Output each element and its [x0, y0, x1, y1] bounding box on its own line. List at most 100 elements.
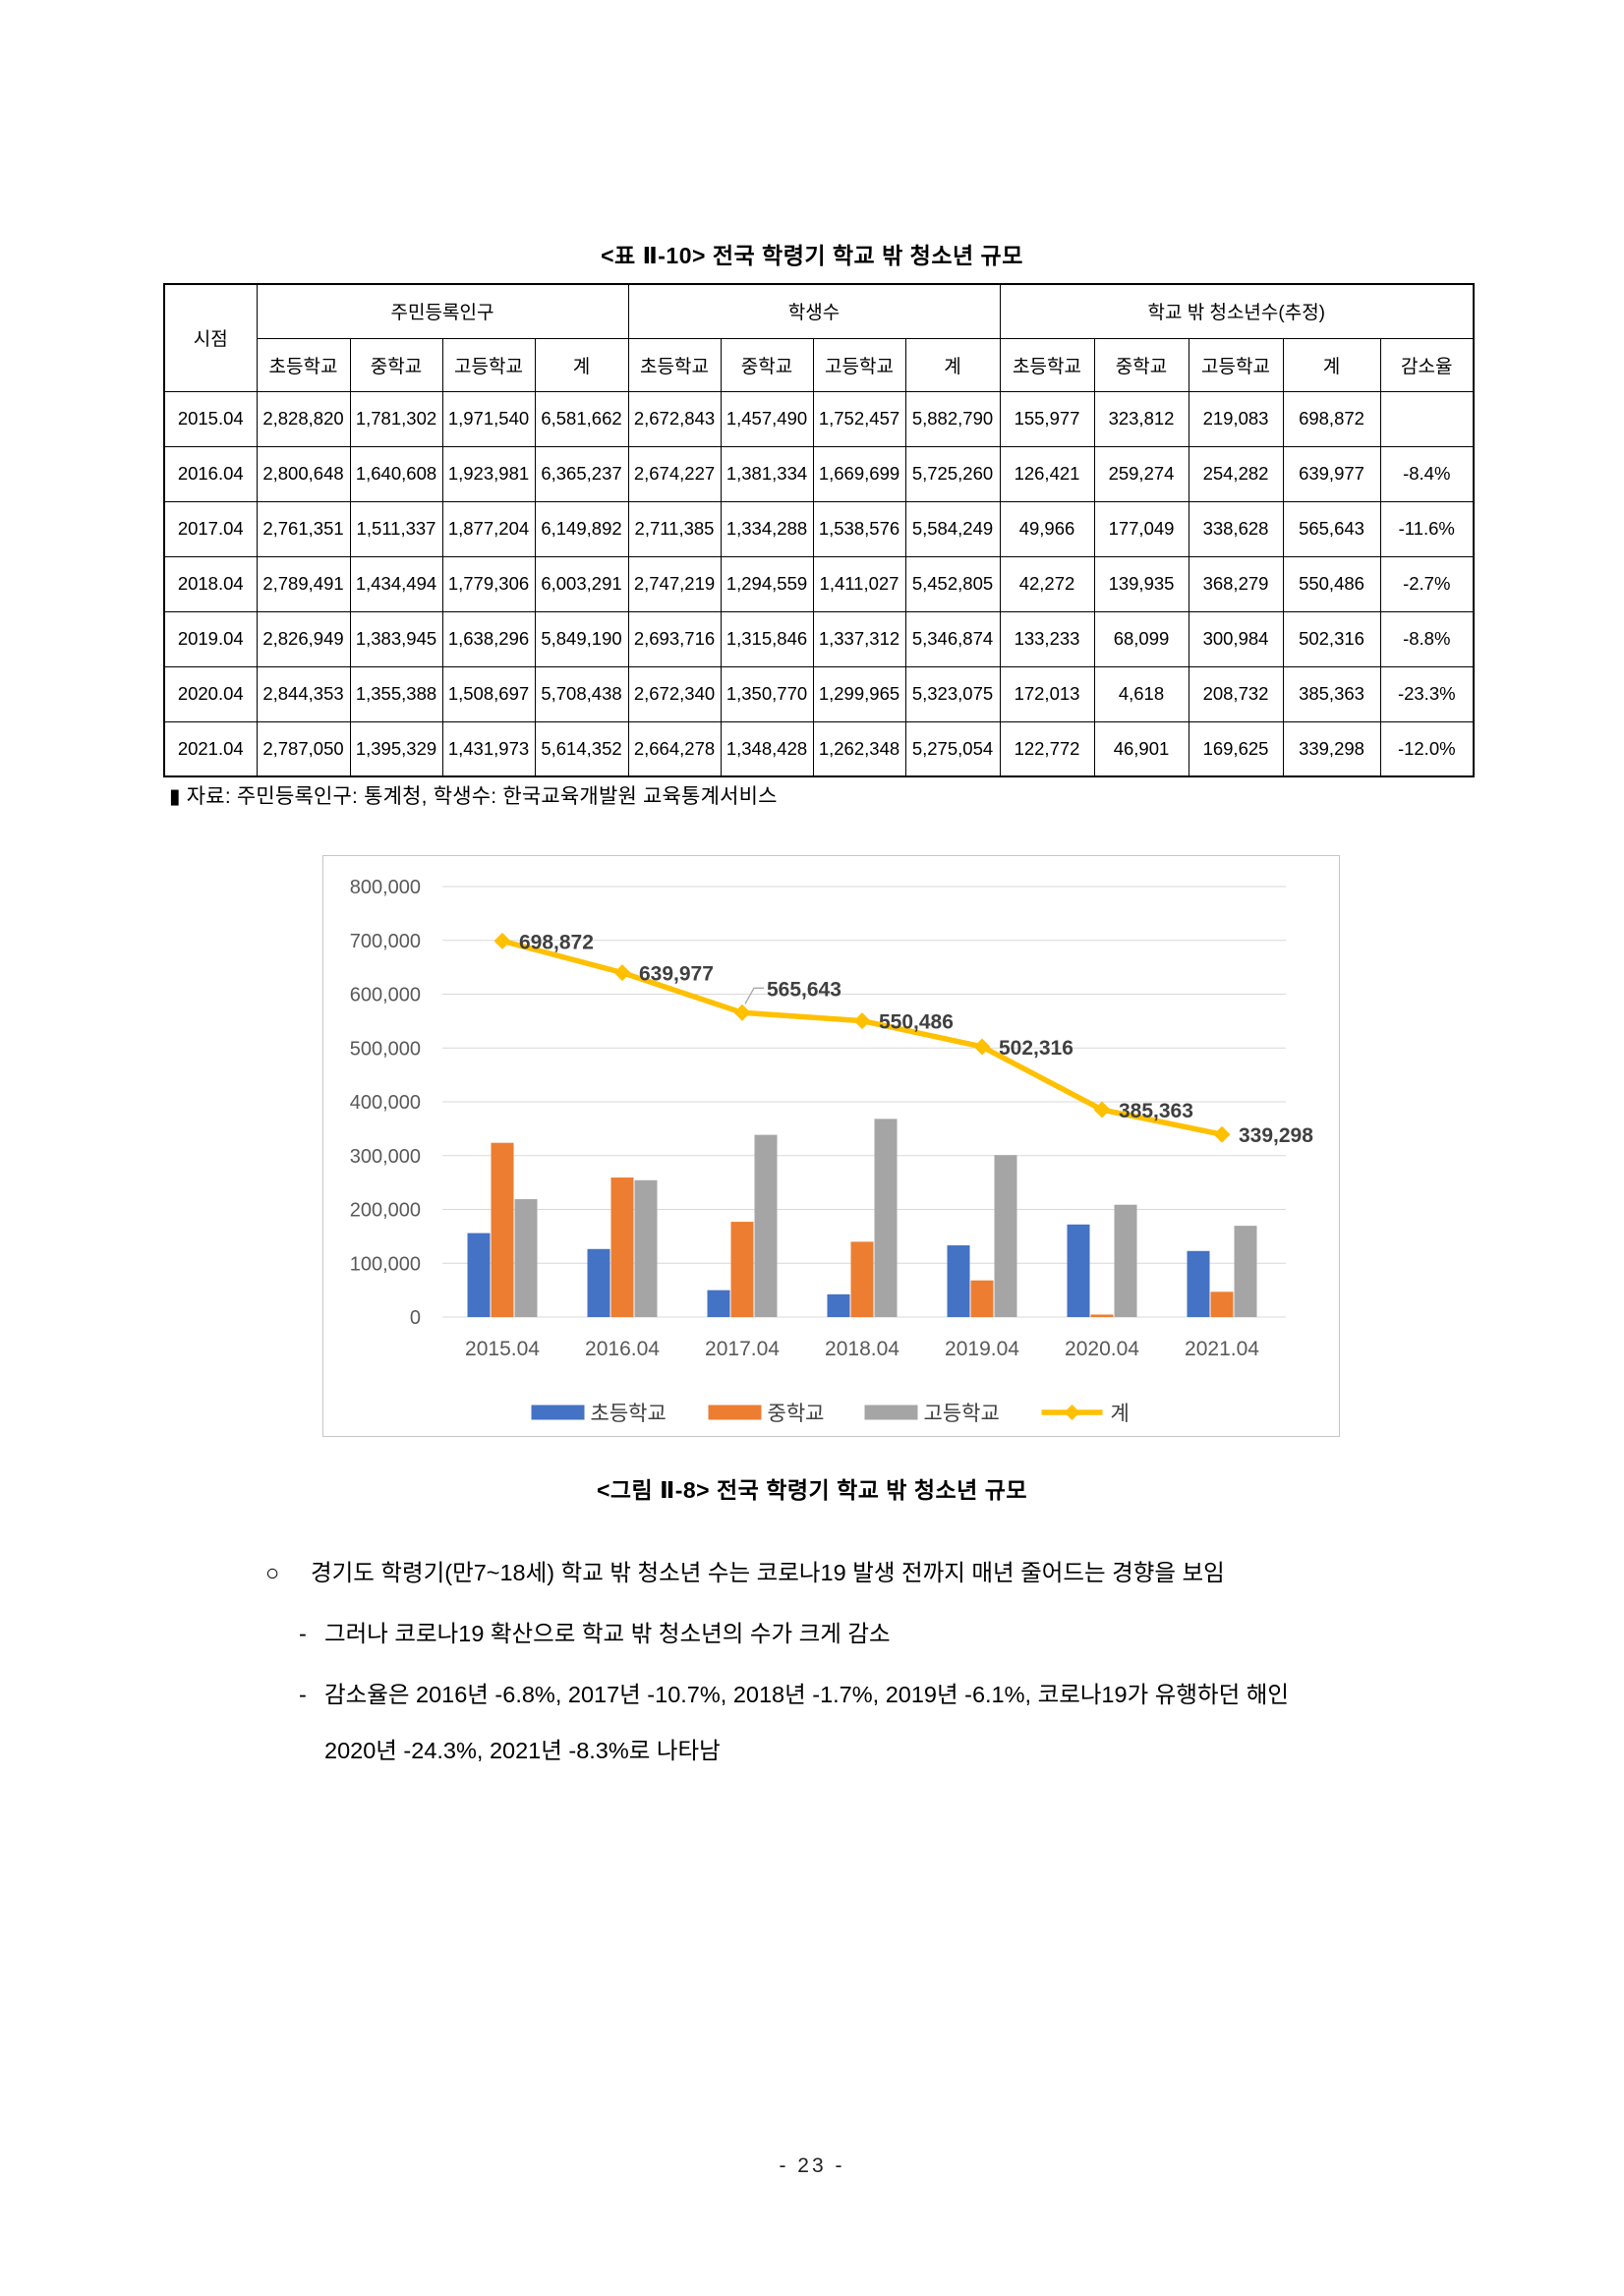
data-cell: 219,083 — [1188, 390, 1284, 447]
data-cell: 133,233 — [999, 610, 1095, 667]
bar — [467, 1233, 491, 1317]
data-cell: 5,708,438 — [534, 665, 629, 722]
data-cell: 368,279 — [1188, 555, 1284, 612]
data-label: 339,298 — [1239, 1124, 1313, 1147]
group-header-cell: 주민등록인구 — [256, 283, 629, 339]
data-cell: 2,664,278 — [627, 720, 722, 777]
corner-header-cell: 시점 — [163, 283, 258, 392]
bullet-item: ○ 경기도 학령기(만7~18세) 학교 밖 청소년 수는 코로나19 발생 전… — [265, 1545, 1475, 1601]
table-row: 2016.04 2,800,648 1,640,608 1,923,981 6,365,… — [163, 445, 1475, 502]
data-cell: 698,872 — [1282, 390, 1381, 447]
data-cell: 1,781,302 — [349, 390, 443, 447]
data-cell: 1,411,027 — [812, 555, 906, 612]
data-cell: 2,761,351 — [256, 500, 351, 557]
bar — [707, 1290, 730, 1317]
data-cell: 2,787,050 — [256, 720, 351, 777]
data-cell: -11.6% — [1379, 500, 1475, 557]
sub-header-cell: 고등학교 — [1188, 337, 1284, 392]
bar — [827, 1293, 850, 1317]
data-cell: 1,779,306 — [441, 555, 536, 612]
data-cell: 2,800,648 — [256, 445, 351, 502]
combo-chart: 0 100,000 200,000 300,000 400,000 500,000 600,… — [322, 855, 1340, 1437]
data-cell: 155,977 — [999, 390, 1095, 447]
legend-label: 고등학교 — [924, 1403, 1000, 1425]
x-axis-label: 2021.04 — [1185, 1338, 1259, 1360]
data-cell: 502,316 — [1282, 610, 1381, 667]
data-cell: 1,923,981 — [441, 445, 536, 502]
y-axis-label: 200,000 — [350, 1200, 421, 1222]
legend-label: 초등학교 — [591, 1403, 667, 1425]
data-cell: 46,901 — [1093, 720, 1189, 777]
table-row: 2019.04 2,826,949 1,383,945 1,638,296 5,849,… — [163, 610, 1475, 667]
data-cell: 300,984 — [1188, 610, 1284, 667]
data-label: 565,643 — [767, 978, 841, 1001]
data-cell: 2,672,340 — [627, 665, 722, 722]
data-cell: 1,538,576 — [812, 500, 906, 557]
sub-header-cell: 중학교 — [720, 337, 814, 392]
data-cell: 2,844,353 — [256, 665, 351, 722]
data-label: 639,977 — [639, 963, 714, 986]
bar — [1090, 1314, 1114, 1317]
period-cell: 2019.04 — [163, 610, 258, 667]
data-cell: 1,383,945 — [349, 610, 443, 667]
data-cell: 5,614,352 — [534, 720, 629, 777]
data-cell: 1,334,288 — [720, 500, 814, 557]
dash-text: 그러나 코로나19 확산으로 학교 밖 청소년의 수가 크게 감소 — [324, 1621, 891, 1646]
data-cell: 2,826,949 — [256, 610, 351, 667]
data-cell: 1,877,204 — [441, 500, 536, 557]
bar — [947, 1245, 970, 1317]
table-row: 2021.04 2,787,050 1,395,329 1,431,973 5,614,… — [163, 720, 1475, 777]
line-marker — [853, 1012, 871, 1030]
legend-line-marker — [1064, 1405, 1080, 1420]
legend-swatch — [708, 1405, 762, 1420]
data-cell: -2.7% — [1379, 555, 1475, 612]
data-cell: -23.3% — [1379, 665, 1475, 722]
data-cell: 1,299,965 — [812, 665, 906, 722]
source-note: ▮ 자료: 주민등록인구: 통계청, 학생수: 한국교육개발원 교육통계서비스 — [169, 785, 778, 808]
sub-header-cell: 중학교 — [349, 337, 443, 392]
label-leader-line — [744, 987, 764, 1004]
sub-header-cell: 초등학교 — [627, 337, 722, 392]
data-label: 385,363 — [1119, 1100, 1193, 1122]
bar — [970, 1280, 994, 1317]
page-number: - 23 - — [779, 2154, 845, 2177]
y-axis-label: 800,000 — [350, 877, 421, 898]
bar — [491, 1142, 514, 1317]
bullet-text: 경기도 학령기(만7~18세) 학교 밖 청소년 수는 코로나19 발생 전까지… — [311, 1560, 1225, 1585]
bar — [874, 1119, 898, 1317]
bar — [1067, 1224, 1090, 1317]
data-cell: 1,395,329 — [349, 720, 443, 777]
y-axis-label: 300,000 — [350, 1146, 421, 1168]
data-cell: 122,772 — [999, 720, 1095, 777]
sub-header-cell: 감소율 — [1379, 337, 1475, 392]
data-label: 502,316 — [999, 1037, 1073, 1060]
y-axis-label: 400,000 — [350, 1092, 421, 1114]
data-cell: 1,508,697 — [441, 665, 536, 722]
line-marker — [733, 1004, 751, 1021]
data-cell: 1,971,540 — [441, 390, 536, 447]
bar — [730, 1222, 754, 1317]
period-cell: 2017.04 — [163, 500, 258, 557]
y-axis-label: 100,000 — [350, 1253, 421, 1275]
data-cell: 126,421 — [999, 445, 1095, 502]
data-cell: 5,346,874 — [904, 610, 1001, 667]
y-axis-label: 600,000 — [350, 985, 421, 1006]
data-cell: 5,584,249 — [904, 500, 1001, 557]
data-cell: 639,977 — [1282, 445, 1381, 502]
period-cell: 2015.04 — [163, 390, 258, 447]
data-cell: 550,486 — [1282, 555, 1381, 612]
x-axis-label: 2019.04 — [945, 1338, 1019, 1360]
legend-label: 중학교 — [768, 1403, 825, 1425]
data-cell: 1,640,608 — [349, 445, 443, 502]
data-cell: 1,752,457 — [812, 390, 906, 447]
data-cell: 1,431,973 — [441, 720, 536, 777]
data-cell: -12.0% — [1379, 720, 1475, 777]
data-cell: 5,275,054 — [904, 720, 1001, 777]
data-cell: 1,315,846 — [720, 610, 814, 667]
data-cell: 2,693,716 — [627, 610, 722, 667]
data-cell: 6,003,291 — [534, 555, 629, 612]
data-cell: 1,669,699 — [812, 445, 906, 502]
school-youth-table: 시점 주민등록인구 학생수 학교 밖 청소년수(추정) 초등학교 중학교 고등학교 계 초등학교… — [163, 283, 1475, 777]
data-cell: 1,457,490 — [720, 390, 814, 447]
